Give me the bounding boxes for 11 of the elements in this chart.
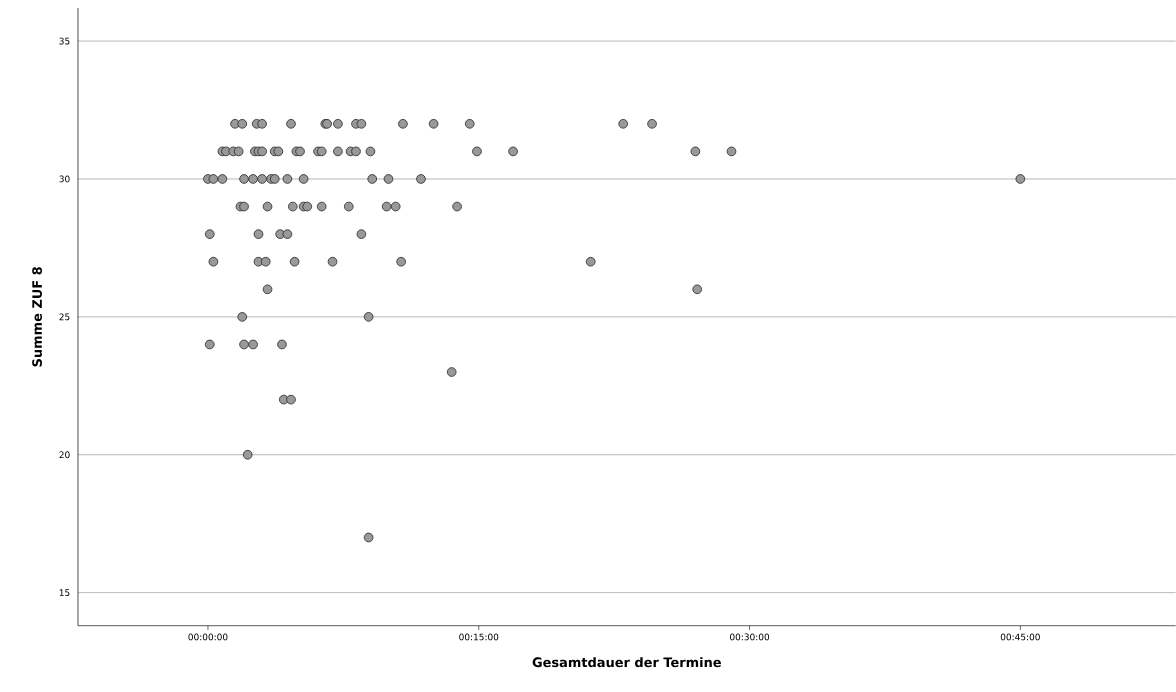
- y-tick-label: 20: [59, 451, 70, 459]
- y-axis-title: Summe ZUF 8: [32, 267, 42, 367]
- x-axis-title: Gesamtdauer der Termine: [532, 657, 721, 668]
- y-tick-label: 25: [59, 313, 70, 321]
- y-tick-label: 35: [59, 37, 70, 45]
- x-tick-label: 00:45:00: [1000, 633, 1040, 641]
- x-tick-label: 00:30:00: [730, 633, 770, 641]
- y-tick-label: 15: [59, 589, 70, 597]
- y-tick-label: 30: [59, 175, 70, 183]
- x-tick-label: 00:15:00: [459, 633, 499, 641]
- x-tick-label: 00:00:00: [188, 633, 228, 641]
